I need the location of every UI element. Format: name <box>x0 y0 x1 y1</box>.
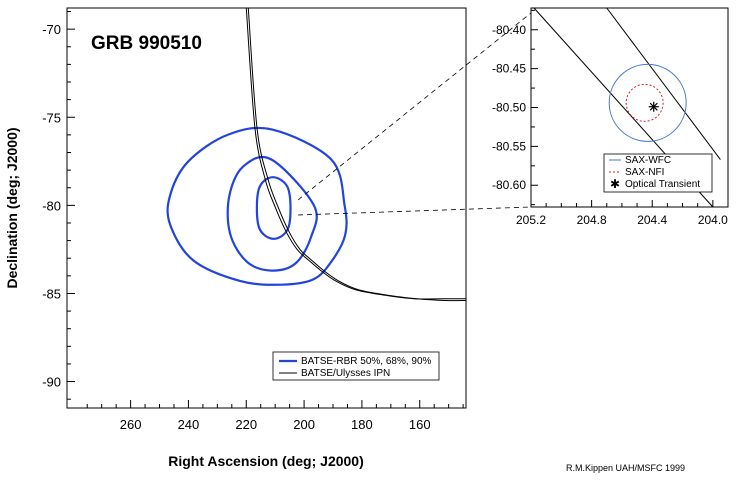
main-x-tick-label: 200 <box>293 417 315 432</box>
inset-legend: SAX-WFC SAX-NFI ✱ Optical Transient <box>603 153 713 193</box>
batse-contour-90pct <box>166 126 348 286</box>
inset-legend-box <box>603 153 713 193</box>
main-y-tick-label: -75 <box>42 110 61 125</box>
main-x-tick-label: 160 <box>409 417 431 432</box>
main-y-ticks: -70 -75 -80 -85 -90 <box>42 11 75 400</box>
main-legend-box <box>272 351 440 381</box>
ipn-annulus-edge-2 <box>247 7 467 302</box>
optical-transient-marker <box>649 102 658 111</box>
y-axis-label: Declination (deg; J2000) <box>4 127 20 288</box>
inset-sax-circles <box>608 63 687 142</box>
main-y-tick-label: -85 <box>42 286 61 301</box>
legend-label-batse: BATSE-RBR 50%, 68%, 90% <box>301 356 432 367</box>
credit-text: R.M.Kippen UAH/MSFC 1999 <box>566 463 685 473</box>
main-chart-panel: 260 240 220 200 180 160 -70 -75 -80 -85 -90 GRB 9… <box>4 7 467 469</box>
inset-x-tick-label: 204.4 <box>637 213 667 227</box>
ipn-annulus <box>245 7 467 302</box>
main-y-tick-label: -70 <box>42 22 61 37</box>
main-y-tick-label: -80 <box>42 198 61 213</box>
legend-label-nfi: SAX-NFI <box>625 167 664 178</box>
inset-y-tick-label: -80.40 <box>492 23 526 37</box>
batse-contour-68pct <box>226 155 318 272</box>
sax-nfi-circle <box>625 83 664 122</box>
inset-y-ticks: -80.40 -80.45 -80.50 -80.55 -80.60 <box>492 9 538 206</box>
inset-chart-panel: 205.2 204.8 204.4 204.0 -80.40-80.45-80.50-… <box>492 7 729 227</box>
legend-label-ot: Optical Transient <box>625 179 700 190</box>
inset-ipn-line-2 <box>606 7 721 160</box>
batse-contour-50pct <box>255 176 292 240</box>
inset-x-tick-label: 204.8 <box>577 213 607 227</box>
zoom-connector-lines <box>297 12 532 216</box>
inset-optical-transient <box>648 101 659 112</box>
batse-contours <box>166 126 348 286</box>
inset-x-ticks: 205.2 204.8 204.4 204.0 <box>516 200 728 227</box>
main-x-ticks: 260 240 220 200 180 160 <box>86 400 464 432</box>
main-plot-frame <box>66 7 467 409</box>
inset-y-tick-label: -80.50 <box>492 101 526 115</box>
inset-x-tick-label: 204.0 <box>698 213 728 227</box>
main-x-tick-label: 260 <box>120 417 142 432</box>
legend-label-wfc: SAX-WFC <box>625 155 671 166</box>
main-x-tick-label: 240 <box>178 417 200 432</box>
main-y-tick-label: -90 <box>42 375 61 390</box>
inset-y-tick-label: -80.60 <box>492 178 526 192</box>
zoom-connector-lower <box>297 206 532 216</box>
inset-y-tick-label: -80.45 <box>492 62 526 76</box>
zoom-connector-upper <box>297 12 532 201</box>
sax-wfc-circle <box>608 63 687 142</box>
legend-label-ipn: BATSE/Ulysses IPN <box>301 368 390 379</box>
inset-y-tick-label: -80.55 <box>492 139 526 153</box>
main-x-tick-label: 220 <box>235 417 257 432</box>
inset-x-tick-label: 205.2 <box>516 213 546 227</box>
main-legend: BATSE-RBR 50%, 68%, 90% BATSE/Ulysses IP… <box>272 351 440 381</box>
main-x-tick-label: 180 <box>351 417 373 432</box>
x-axis-label: Right Ascension (deg; J2000) <box>168 453 364 469</box>
chart-title: GRB 990510 <box>91 33 202 54</box>
legend-swatch-ot-icon: ✱ <box>610 177 620 191</box>
